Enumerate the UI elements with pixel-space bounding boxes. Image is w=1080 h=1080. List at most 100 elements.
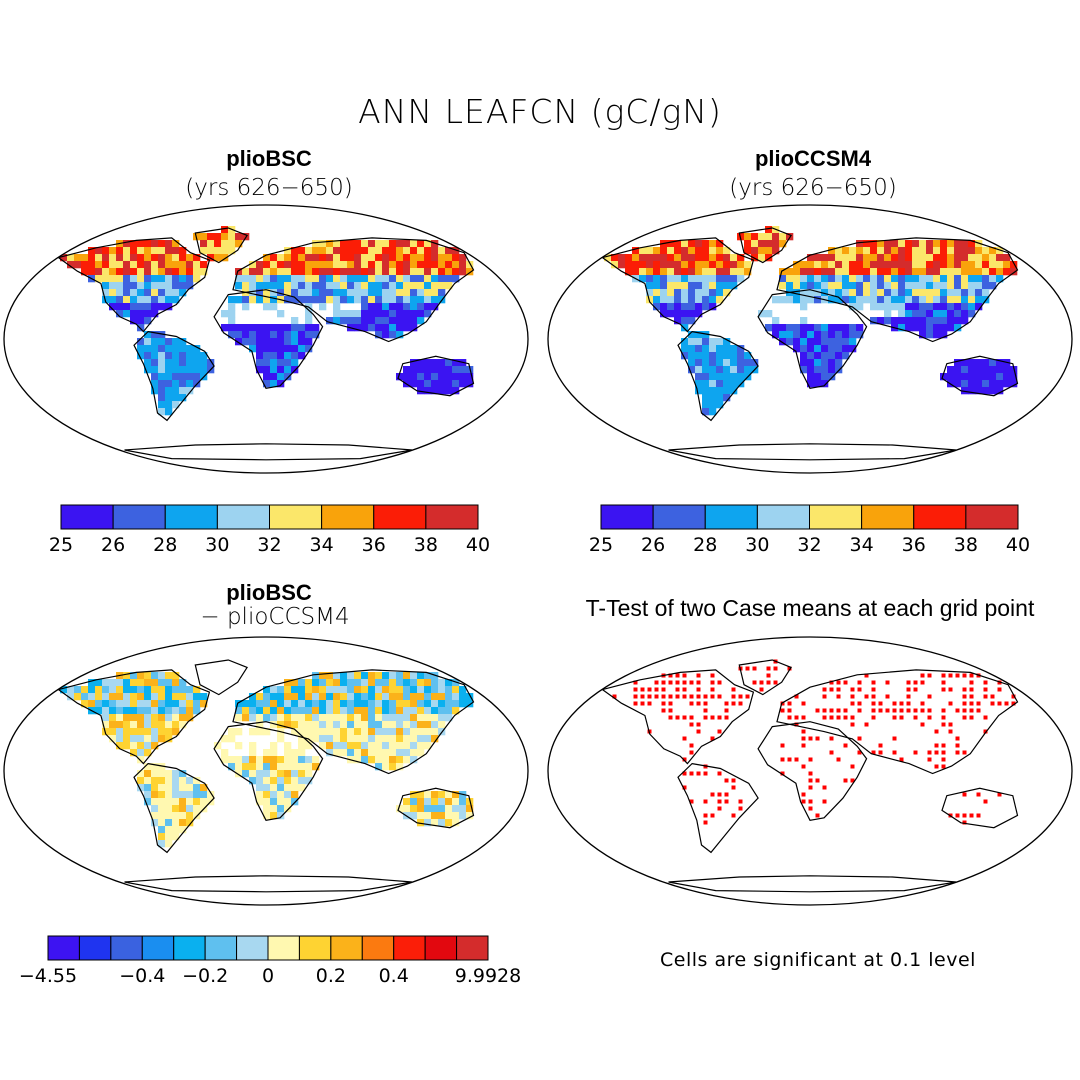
significant-cell [850,778,855,783]
grid-cell [165,275,173,283]
grid-cell [270,275,278,283]
grid-cell [814,282,822,290]
grid-cell [298,777,306,785]
significant-cell [668,680,673,685]
grid-cell [828,352,836,360]
grid-cell [695,366,703,374]
grid-cell [179,798,187,806]
grid-cell [835,296,843,304]
grid-cell [382,310,390,318]
grid-cell [681,338,689,346]
colorbar-p3-swatch [424,935,458,961]
grid-cell [459,366,467,374]
grid-cell [361,310,369,318]
grid-cell [340,310,348,318]
grid-cell [375,310,383,318]
grid-cell [326,672,334,680]
grid-cell [410,756,418,764]
grid-cell [772,296,780,304]
grid-cell [403,805,411,813]
grid-cell [417,268,425,276]
grid-cell [396,247,404,255]
grid-cell [130,672,138,680]
significant-cell [857,708,862,713]
grid-cell [326,735,334,743]
grid-cell [417,679,425,687]
significant-cell [675,687,680,692]
grid-cell [165,296,173,304]
grid-cell [284,296,292,304]
grid-cell [263,296,271,304]
grid-cell [933,268,941,276]
grid-cell [361,275,369,283]
grid-cell [319,672,327,680]
colorbar-p3-swatch [110,935,143,961]
grid-cell [158,714,166,722]
colorbar-p3-swatch [330,935,363,961]
grid-cell [912,296,920,304]
significant-cell [710,680,715,685]
grid-cell [151,686,159,694]
grid-cell [417,798,425,806]
grid-cell [702,352,710,360]
grid-cell [933,324,941,332]
grid-cell [389,721,397,729]
grid-cell [151,714,159,722]
grid-cell [954,373,962,381]
grid-cell [312,240,320,248]
grid-cell [186,791,194,799]
significant-cell [969,701,974,706]
grid-cell [828,268,836,276]
grid-cell [158,401,166,409]
grid-cell [431,247,439,255]
grid-cell [723,366,731,374]
grid-cell [116,310,124,318]
significant-cell [752,666,757,671]
significant-cell [948,701,953,706]
grid-cell [179,784,187,792]
grid-cell [821,275,829,283]
grid-cell [709,275,717,283]
grid-cell [863,275,871,283]
grid-cell [186,380,194,388]
significant-cell [766,666,771,671]
grid-cell [340,261,348,269]
grid-cell [368,707,376,715]
grid-cell [109,282,117,290]
grid-cell [256,763,264,771]
grid-cell [200,693,208,701]
grid-cell [172,366,180,374]
grid-cell [905,261,913,269]
grid-cell [235,296,243,304]
grid-cell [137,714,145,722]
grid-cell [459,700,467,708]
grid-cell [807,296,815,304]
grid-cell [151,791,159,799]
grid-cell [179,387,187,395]
grid-cell [242,275,250,283]
grid-cell [263,812,271,820]
grid-cell [445,366,453,374]
grid-cell [347,247,355,255]
grid-cell [179,254,187,262]
grid-cell [989,366,997,374]
grid-cell [417,296,425,304]
grid-cell [452,812,460,820]
grid-cell [312,268,320,276]
grid-cell [835,247,843,255]
significant-cell [689,680,694,685]
significant-cell [871,750,876,755]
grid-cell [842,296,850,304]
grid-cell [681,352,689,360]
grid-cell [870,317,878,325]
grid-cell [667,289,675,297]
grid-cell [67,693,75,701]
grid-cell [933,296,941,304]
grid-cell [940,303,948,311]
grid-cell [835,282,843,290]
grid-cell [291,352,299,360]
grid-cell [716,352,724,360]
grid-cell [459,812,467,820]
grid-cell [256,777,264,785]
coastline-southAmerica [133,762,215,854]
